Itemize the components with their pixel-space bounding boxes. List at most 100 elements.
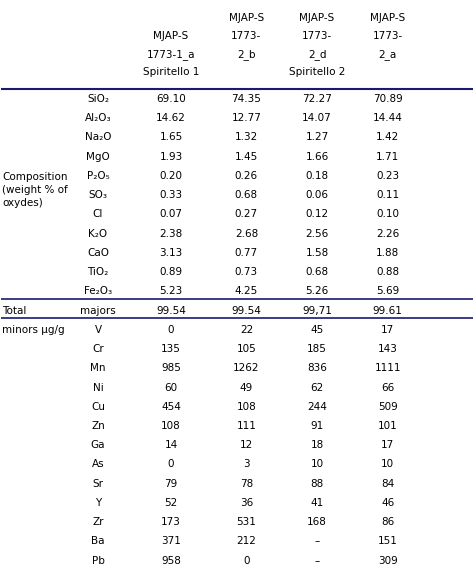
Text: 2_d: 2_d xyxy=(308,49,327,60)
Text: 3: 3 xyxy=(243,460,250,469)
Text: 1773-1_a: 1773-1_a xyxy=(147,49,195,60)
Text: 0.27: 0.27 xyxy=(235,209,258,219)
Text: TiO₂: TiO₂ xyxy=(87,267,109,277)
Text: 0.68: 0.68 xyxy=(306,267,328,277)
Text: 309: 309 xyxy=(378,556,398,566)
Text: 509: 509 xyxy=(378,402,398,412)
Text: 52: 52 xyxy=(164,498,178,508)
Text: Zr: Zr xyxy=(92,517,104,527)
Text: 1.71: 1.71 xyxy=(376,151,400,162)
Text: 531: 531 xyxy=(237,517,256,527)
Text: –: – xyxy=(314,556,320,566)
Text: MgO: MgO xyxy=(86,151,110,162)
Text: 1111: 1111 xyxy=(374,363,401,373)
Text: Cl: Cl xyxy=(93,209,103,219)
Text: 105: 105 xyxy=(237,344,256,354)
Text: 22: 22 xyxy=(240,325,253,335)
Text: 985: 985 xyxy=(161,363,181,373)
Text: 49: 49 xyxy=(240,382,253,393)
Text: 86: 86 xyxy=(381,517,394,527)
Text: 62: 62 xyxy=(310,382,324,393)
Text: MJAP-S: MJAP-S xyxy=(370,13,405,23)
Text: As: As xyxy=(91,460,104,469)
Text: 2.68: 2.68 xyxy=(235,229,258,238)
Text: majors: majors xyxy=(80,306,116,315)
Text: 17: 17 xyxy=(381,440,394,450)
Text: 0.20: 0.20 xyxy=(160,171,182,181)
Text: Zn: Zn xyxy=(91,421,105,431)
Text: 88: 88 xyxy=(310,479,324,489)
Text: 84: 84 xyxy=(381,479,394,489)
Text: 0.11: 0.11 xyxy=(376,190,400,200)
Text: 143: 143 xyxy=(378,344,398,354)
Text: 5.23: 5.23 xyxy=(159,286,182,296)
Text: MJAP-S: MJAP-S xyxy=(154,31,189,41)
Text: Cr: Cr xyxy=(92,344,104,354)
Text: 0.89: 0.89 xyxy=(159,267,182,277)
Text: Composition
(weight % of
oxydes): Composition (weight % of oxydes) xyxy=(2,172,68,208)
Text: 78: 78 xyxy=(240,479,253,489)
Text: Cu: Cu xyxy=(91,402,105,412)
Text: 1773-: 1773- xyxy=(373,31,403,41)
Text: 2.26: 2.26 xyxy=(376,229,400,238)
Text: 108: 108 xyxy=(237,402,256,412)
Text: 99.54: 99.54 xyxy=(156,306,186,315)
Text: 0.23: 0.23 xyxy=(376,171,400,181)
Text: 101: 101 xyxy=(378,421,398,431)
Text: 244: 244 xyxy=(307,402,327,412)
Text: 1.42: 1.42 xyxy=(376,132,400,142)
Text: 168: 168 xyxy=(307,517,327,527)
Text: 2_a: 2_a xyxy=(379,49,397,60)
Text: –: – xyxy=(314,537,320,546)
Text: Fe₂O₃: Fe₂O₃ xyxy=(84,286,112,296)
Text: 0.26: 0.26 xyxy=(235,171,258,181)
Text: 74.35: 74.35 xyxy=(231,94,261,104)
Text: 99,71: 99,71 xyxy=(302,306,332,315)
Text: Sr: Sr xyxy=(92,479,103,489)
Text: 958: 958 xyxy=(161,556,181,566)
Text: 99.61: 99.61 xyxy=(373,306,403,315)
Text: 0: 0 xyxy=(168,460,174,469)
Text: SiO₂: SiO₂ xyxy=(87,94,109,104)
Text: 111: 111 xyxy=(237,421,256,431)
Text: 72.27: 72.27 xyxy=(302,94,332,104)
Text: 69.10: 69.10 xyxy=(156,94,186,104)
Text: 60: 60 xyxy=(164,382,178,393)
Text: 2_b: 2_b xyxy=(237,49,255,60)
Text: 0.88: 0.88 xyxy=(376,267,400,277)
Text: 2.56: 2.56 xyxy=(305,229,329,238)
Text: 135: 135 xyxy=(161,344,181,354)
Text: 1.93: 1.93 xyxy=(159,151,182,162)
Text: 14.62: 14.62 xyxy=(156,113,186,123)
Text: Ba: Ba xyxy=(91,537,105,546)
Text: 12.77: 12.77 xyxy=(231,113,261,123)
Text: 18: 18 xyxy=(310,440,324,450)
Text: Pb: Pb xyxy=(91,556,104,566)
Text: 0.12: 0.12 xyxy=(306,209,328,219)
Text: 1.88: 1.88 xyxy=(376,248,400,258)
Text: 4.25: 4.25 xyxy=(235,286,258,296)
Text: 0: 0 xyxy=(243,556,250,566)
Text: 1.65: 1.65 xyxy=(159,132,182,142)
Text: 0.68: 0.68 xyxy=(235,190,258,200)
Text: 0.10: 0.10 xyxy=(376,209,399,219)
Text: CaO: CaO xyxy=(87,248,109,258)
Text: 185: 185 xyxy=(307,344,327,354)
Text: Y: Y xyxy=(95,498,101,508)
Text: 1.32: 1.32 xyxy=(235,132,258,142)
Text: 5.26: 5.26 xyxy=(305,286,329,296)
Text: 70.89: 70.89 xyxy=(373,94,403,104)
Text: 91: 91 xyxy=(310,421,324,431)
Text: Mn: Mn xyxy=(90,363,106,373)
Text: 1.45: 1.45 xyxy=(235,151,258,162)
Text: Total: Total xyxy=(2,306,27,315)
Text: V: V xyxy=(94,325,101,335)
Text: 108: 108 xyxy=(161,421,181,431)
Text: 45: 45 xyxy=(310,325,324,335)
Text: 0.33: 0.33 xyxy=(159,190,182,200)
Text: 0.07: 0.07 xyxy=(160,209,182,219)
Text: 212: 212 xyxy=(237,537,256,546)
Text: 2.38: 2.38 xyxy=(159,229,182,238)
Text: SO₃: SO₃ xyxy=(89,190,108,200)
Text: Al₂O₃: Al₂O₃ xyxy=(85,113,111,123)
